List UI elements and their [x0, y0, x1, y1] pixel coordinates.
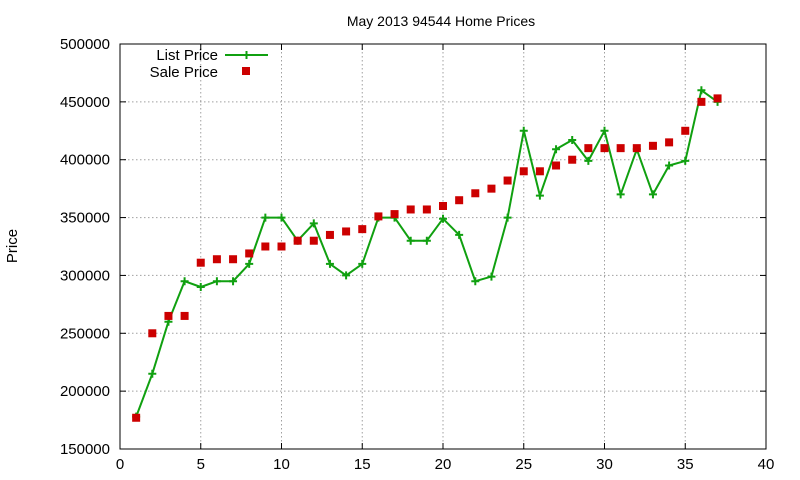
y-tick-label: 350000 — [60, 210, 110, 227]
sale-price-point — [632, 144, 641, 153]
list-price-point — [309, 219, 318, 228]
sale-price-point — [229, 255, 238, 264]
sale-price-point — [519, 167, 528, 176]
sale-price-point — [455, 196, 464, 205]
sale-price-point — [180, 311, 189, 320]
x-tick-label: 40 — [758, 456, 775, 473]
sale-price-point — [293, 236, 302, 245]
list-price-point — [325, 259, 334, 268]
sale-price-point — [471, 189, 480, 198]
legend: List Price Sale Price — [150, 47, 268, 81]
list-price-point — [148, 369, 157, 378]
sale-price-point — [665, 138, 674, 147]
y-tick-label: 150000 — [60, 441, 110, 458]
x-tick-label: 5 — [197, 456, 205, 473]
list-price-line — [135, 89, 719, 417]
sale-price-point — [132, 413, 141, 422]
list-price-point — [455, 230, 464, 239]
y-tick-label: 200000 — [60, 383, 110, 400]
sale-price-point — [358, 225, 367, 234]
sale-price-point — [390, 210, 399, 219]
list-price-point — [196, 283, 205, 291]
list-price-point — [535, 191, 544, 200]
sale-price-point — [535, 167, 544, 176]
sale-price-point — [697, 97, 706, 106]
grid-lines — [120, 44, 766, 449]
y-tick-label: 500000 — [60, 36, 110, 53]
list-price-point — [422, 236, 431, 245]
list-price-point — [358, 259, 367, 268]
list-price-point — [229, 277, 238, 286]
sale-price-point — [325, 230, 334, 239]
sale-price-point — [648, 141, 657, 150]
sale-price-point — [600, 144, 609, 153]
y-tick-label: 300000 — [60, 267, 110, 284]
list-price-point — [471, 277, 480, 286]
sale-price-point — [406, 205, 415, 214]
x-tick-label: 15 — [354, 456, 371, 473]
list-price-point — [487, 272, 496, 281]
sale-price-point — [503, 176, 512, 185]
y-axis-label: Price — [4, 229, 21, 263]
sale-price-point — [422, 205, 431, 214]
list-price-point — [600, 126, 609, 135]
x-tick-label: 20 — [435, 456, 452, 473]
list-price-point — [439, 214, 447, 223]
list-price-point — [568, 136, 577, 145]
list-price-point — [277, 213, 286, 222]
sale-price-point — [374, 212, 383, 221]
x-tick-label: 0 — [116, 456, 124, 473]
list-price-point — [665, 161, 674, 170]
sale-price-point — [439, 202, 447, 210]
list-price-point — [616, 190, 625, 199]
x-tick-label: 10 — [273, 456, 290, 473]
sale-price-point — [713, 94, 722, 103]
sale-price-point — [277, 242, 286, 251]
y-tick-label: 450000 — [60, 94, 110, 111]
list-price-point — [261, 213, 270, 222]
list-price-point — [245, 259, 254, 268]
list-price-point — [342, 271, 351, 280]
chart-title: May 2013 94544 Home Prices — [347, 13, 535, 29]
sale-price-point — [552, 161, 561, 170]
list-price-point — [503, 213, 512, 222]
sale-price-point — [616, 144, 625, 153]
plot-frame — [119, 43, 767, 450]
sale-price-point — [568, 155, 577, 164]
x-tick-label: 30 — [596, 456, 613, 473]
y-tick-label: 250000 — [60, 325, 110, 342]
axis-ticks: 0 5 10 15 20 25 30 35 40 150000 200000 250000 300000… — [60, 36, 774, 473]
sale-price-point — [148, 329, 157, 338]
sale-price-point — [196, 258, 205, 267]
legend-marker-sale-price — [242, 67, 250, 75]
list-price-point — [519, 126, 528, 135]
sale-price-point — [261, 242, 270, 251]
sale-price-point — [212, 255, 221, 264]
sale-price-point — [245, 249, 254, 258]
y-tick-label: 400000 — [60, 152, 110, 169]
legend-label-sale-price: Sale Price — [150, 64, 218, 81]
sale-price-point — [584, 144, 593, 153]
list-price-point — [406, 236, 415, 245]
x-tick-label: 25 — [515, 456, 532, 473]
series-layer — [132, 86, 722, 422]
list-price-point — [212, 277, 221, 286]
legend-marker-list-price — [242, 51, 251, 59]
x-tick-label: 35 — [677, 456, 694, 473]
list-price-point — [697, 86, 706, 95]
sale-price-point — [309, 236, 318, 245]
sale-price-point — [342, 227, 351, 236]
list-price-point — [681, 156, 690, 165]
list-price-point — [584, 156, 593, 165]
list-price-point — [180, 277, 189, 286]
list-price-point — [552, 145, 561, 154]
legend-label-list-price: List Price — [156, 47, 218, 64]
sale-price-point — [487, 184, 496, 193]
sale-price-point — [681, 126, 690, 135]
sale-price-point — [164, 311, 173, 320]
list-price-point — [648, 190, 657, 199]
